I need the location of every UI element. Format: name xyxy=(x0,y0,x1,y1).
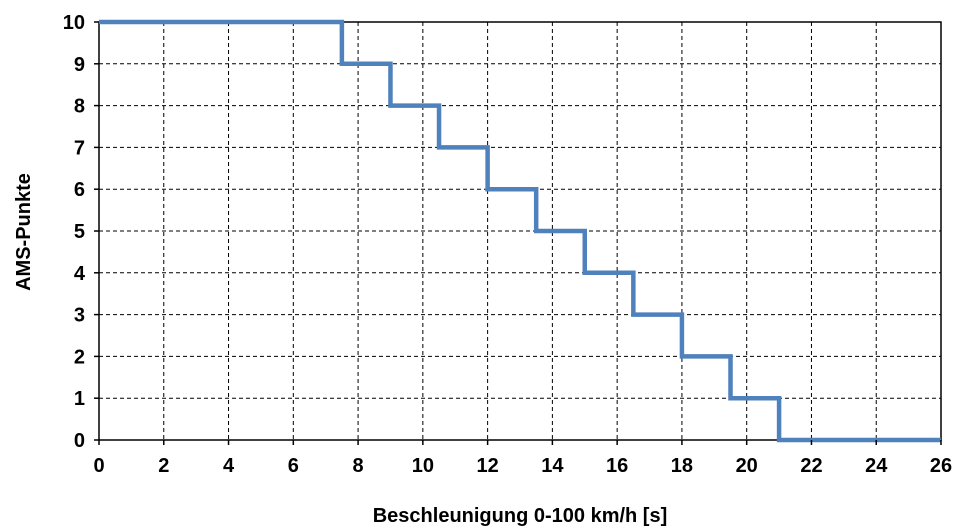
x-tick-label: 8 xyxy=(353,455,364,477)
y-tick-label: 1 xyxy=(74,388,85,410)
x-tick-label: 10 xyxy=(412,455,434,477)
x-tick-label: 4 xyxy=(223,455,235,477)
x-tick-label: 2 xyxy=(158,455,169,477)
x-tick-label: 16 xyxy=(606,455,628,477)
x-tick-label: 14 xyxy=(541,455,564,477)
y-tick-label: 7 xyxy=(74,137,85,159)
x-tick-label: 0 xyxy=(93,455,104,477)
x-tick-label: 22 xyxy=(800,455,822,477)
x-tick-label: 24 xyxy=(865,455,888,477)
x-tick-labels: 0 2 4 6 8 10 12 14 16 18 20 22 24 26 xyxy=(93,440,952,477)
y-tick-label: 9 xyxy=(74,54,85,76)
y-tick-label: 2 xyxy=(74,346,85,368)
y-tick-label: 6 xyxy=(74,179,85,201)
y-tick-label: 5 xyxy=(74,221,85,243)
x-tick-label: 18 xyxy=(671,455,693,477)
series-line xyxy=(99,19,941,443)
x-tick-label: 26 xyxy=(930,455,952,477)
y-tick-label: 3 xyxy=(74,305,85,327)
y-tick-labels: 0 1 2 3 4 5 6 7 8 9 10 xyxy=(63,12,99,452)
series-layer xyxy=(99,19,941,443)
y-tick-label: 8 xyxy=(74,96,85,118)
y-tick-label: 4 xyxy=(74,263,86,285)
x-tick-label: 20 xyxy=(736,455,758,477)
y-axis-label: AMS-Punkte xyxy=(13,173,35,291)
x-axis-label: Beschleunigung 0-100 km/h [s] xyxy=(373,505,668,527)
x-tick-label: 6 xyxy=(288,455,299,477)
grid xyxy=(99,22,941,440)
x-tick-label: 12 xyxy=(476,455,498,477)
y-tick-label: 10 xyxy=(63,12,85,34)
y-tick-label: 0 xyxy=(74,430,85,452)
